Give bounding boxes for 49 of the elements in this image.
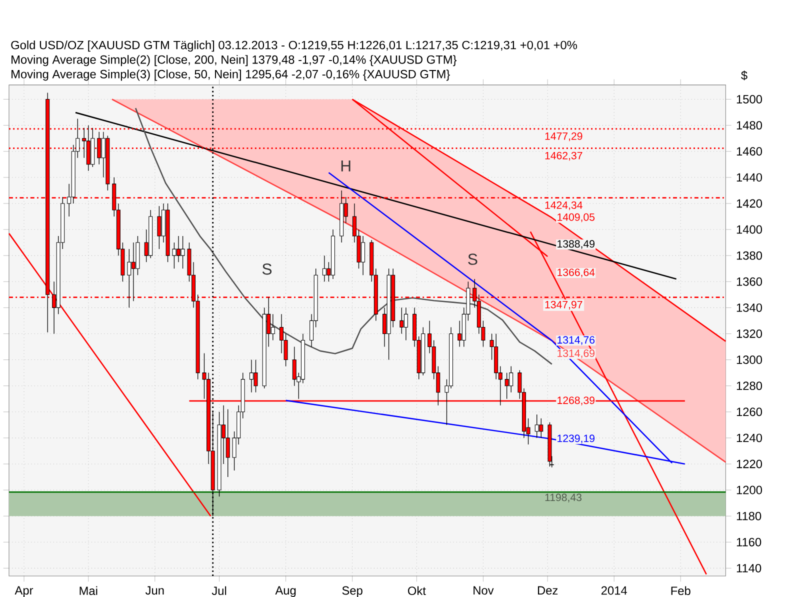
y-tick-label: 1160 [736, 538, 762, 546]
y-tick-label: 1380 [736, 251, 762, 260]
data-label: 1388,49 [558, 240, 594, 249]
text: Moving Average Simple(3) [Close, 50, Nein] 1295,64 -2,07 -0,16% {XAUUSD GTM} [12, 70, 450, 81]
x-tick-label: Jun [145, 586, 164, 595]
x-tick-label: Sep [342, 586, 362, 597]
ref-line-label: 1477,29 [545, 132, 582, 142]
y-tick-label: 1240 [736, 434, 762, 442]
ref-line-label: 1462,37 [545, 152, 582, 160]
x-tick-label: Nov [474, 586, 494, 595]
x-tick-label: Feb [671, 586, 690, 595]
data-label: 1268,39 [558, 396, 594, 406]
y-tick-label: 1320 [736, 329, 762, 338]
ref-line-label: 1347,97 [545, 300, 582, 310]
y-tick-label: 1480 [736, 120, 762, 130]
data-label: 1314,76 [558, 336, 595, 345]
annotation: H [341, 160, 350, 172]
chart-title: Gold USD/OZ [XAUUSD GTM Täglich] 03.12.2013 - O:1219,55 H:1226,01 L:1217,35 C:1219,31 +0,01 +0% [11, 40, 578, 52]
data-label: 1409,05 [558, 213, 595, 222]
y-tick-label: 1260 [736, 408, 762, 416]
band-label: 1198,43 [545, 494, 582, 502]
x-tick-label: Okt [408, 586, 426, 595]
text: Moving Average Simple(2) [Close, 200, Nein] 1379,48 -1,97 -0,14% {XAUUSD GTM} [12, 54, 457, 66]
x-tick-label: Aug [275, 586, 296, 597]
ref-line-label: 1424,34 [545, 201, 582, 210]
y-tick-label: 1140 [736, 564, 762, 572]
data-label: 1239,19 [558, 434, 594, 444]
y-tick-label: 1340 [736, 303, 762, 312]
x-tick-label: Mai [80, 586, 98, 595]
y-tick-label: 1200 [736, 486, 762, 494]
x-tick-label: Apr [14, 586, 34, 597]
y-tick-label: 1300 [736, 355, 762, 364]
y-axis-title: $ [741, 70, 748, 80]
data-label: 1314,69 [558, 349, 594, 358]
y-tick-label: 1360 [736, 277, 762, 286]
x-tick-label: 2014 [601, 586, 627, 595]
y-tick-label: 1420 [736, 199, 762, 208]
y-tick-label: 1180 [736, 512, 762, 520]
y-tick-label: 1220 [736, 460, 762, 468]
x-tick-label: Dez [538, 586, 558, 595]
y-tick-label: 1280 [736, 381, 762, 390]
annotation: S [262, 263, 272, 275]
y-tick-label: 1440 [736, 173, 762, 182]
data-label: 1366,64 [558, 268, 595, 278]
y-tick-label: 1500 [736, 94, 762, 104]
annotation: S [468, 254, 478, 265]
y-tick-label: 1460 [736, 147, 762, 156]
x-tick-label: Jul [212, 586, 226, 595]
y-tick-label: 1400 [736, 225, 762, 234]
